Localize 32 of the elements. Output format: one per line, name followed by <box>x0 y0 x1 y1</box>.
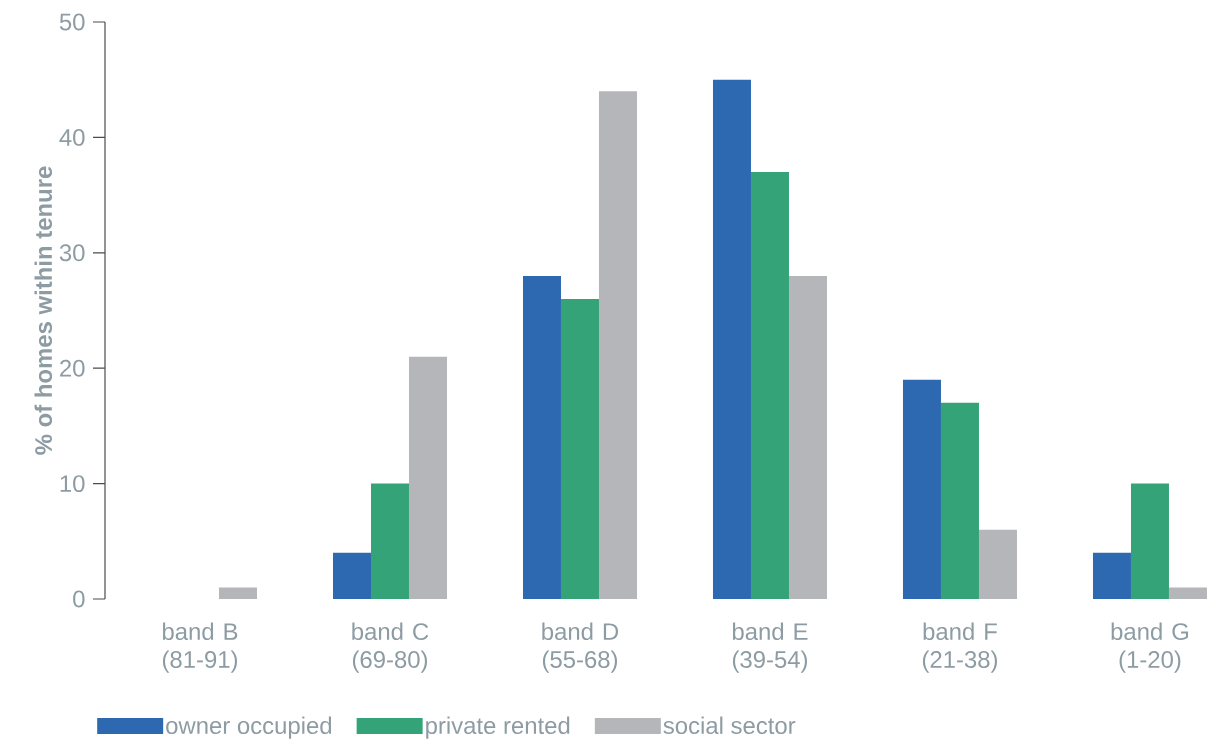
y-tick-label: 0 <box>73 590 85 608</box>
x-tick-label: band E (39-54) <box>732 622 808 673</box>
y-tick-label: 50 <box>59 13 85 31</box>
y-tick-label: 20 <box>60 359 85 377</box>
bar <box>370 483 409 599</box>
x-tick-label: band C (69-80) <box>352 622 429 673</box>
bar <box>788 275 827 599</box>
bar <box>1168 587 1207 599</box>
bar <box>978 529 1017 599</box>
x-tick-label: band D (55-68) <box>542 622 619 673</box>
y-tick-label: 40 <box>59 128 85 146</box>
bar <box>522 275 561 599</box>
bar <box>560 298 599 599</box>
bar <box>1092 552 1131 599</box>
legend-label: owner occupied <box>166 716 332 739</box>
legend-label: social sector <box>663 716 796 735</box>
bar <box>1130 483 1169 599</box>
bar <box>598 91 637 599</box>
bar <box>219 587 257 599</box>
bar <box>712 79 751 599</box>
y-axis-title: % of homes within tenure <box>34 166 53 455</box>
x-tick-label: band F (21-38) <box>922 622 998 673</box>
bar <box>408 356 447 599</box>
bar <box>940 402 979 599</box>
bar <box>902 379 941 599</box>
bar <box>332 552 371 599</box>
x-tick-label: band B (81-91) <box>162 622 238 673</box>
y-tick-label: 30 <box>59 244 85 262</box>
x-tick-label: band G (1-20) <box>1111 622 1189 673</box>
legend-label: private rented <box>426 716 570 739</box>
bar <box>750 172 789 599</box>
y-tick-label: 10 <box>60 475 85 493</box>
